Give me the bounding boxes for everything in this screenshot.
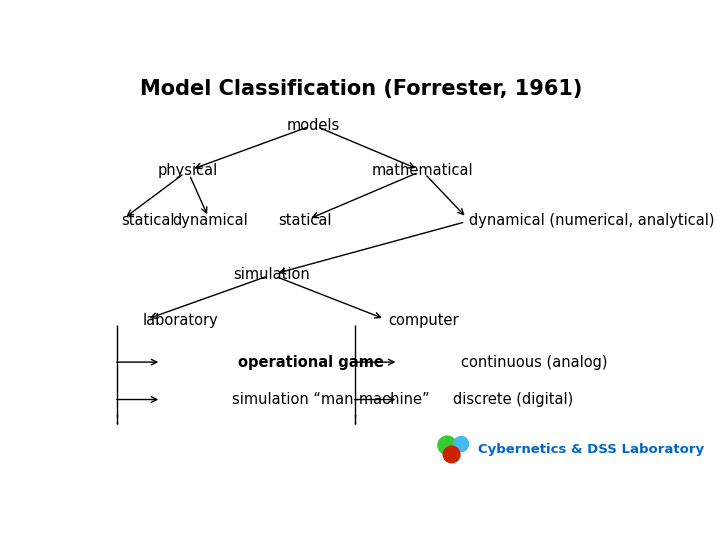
- Text: dynamical (numerical, analytical): dynamical (numerical, analytical): [469, 213, 715, 228]
- Text: computer: computer: [389, 313, 459, 328]
- Text: simulation “man-machine”: simulation “man-machine”: [233, 392, 430, 407]
- Text: mathematical: mathematical: [372, 163, 473, 178]
- Text: simulation: simulation: [233, 267, 310, 282]
- Text: statical: statical: [121, 213, 174, 228]
- Text: laboratory: laboratory: [143, 313, 219, 328]
- Text: physical: physical: [158, 163, 217, 178]
- Ellipse shape: [438, 436, 456, 454]
- Text: dynamical: dynamical: [172, 213, 248, 228]
- Text: Cybernetics & DSS Laboratory: Cybernetics & DSS Laboratory: [478, 443, 704, 456]
- Text: models: models: [287, 118, 340, 133]
- Text: discrete (digital): discrete (digital): [453, 392, 573, 407]
- Ellipse shape: [444, 446, 460, 463]
- Text: statical: statical: [278, 213, 332, 228]
- Ellipse shape: [454, 436, 469, 451]
- Text: operational game: operational game: [238, 355, 384, 369]
- Text: continuous (analog): continuous (analog): [461, 355, 608, 369]
- Text: Model Classification (Forrester, 1961): Model Classification (Forrester, 1961): [140, 79, 582, 99]
